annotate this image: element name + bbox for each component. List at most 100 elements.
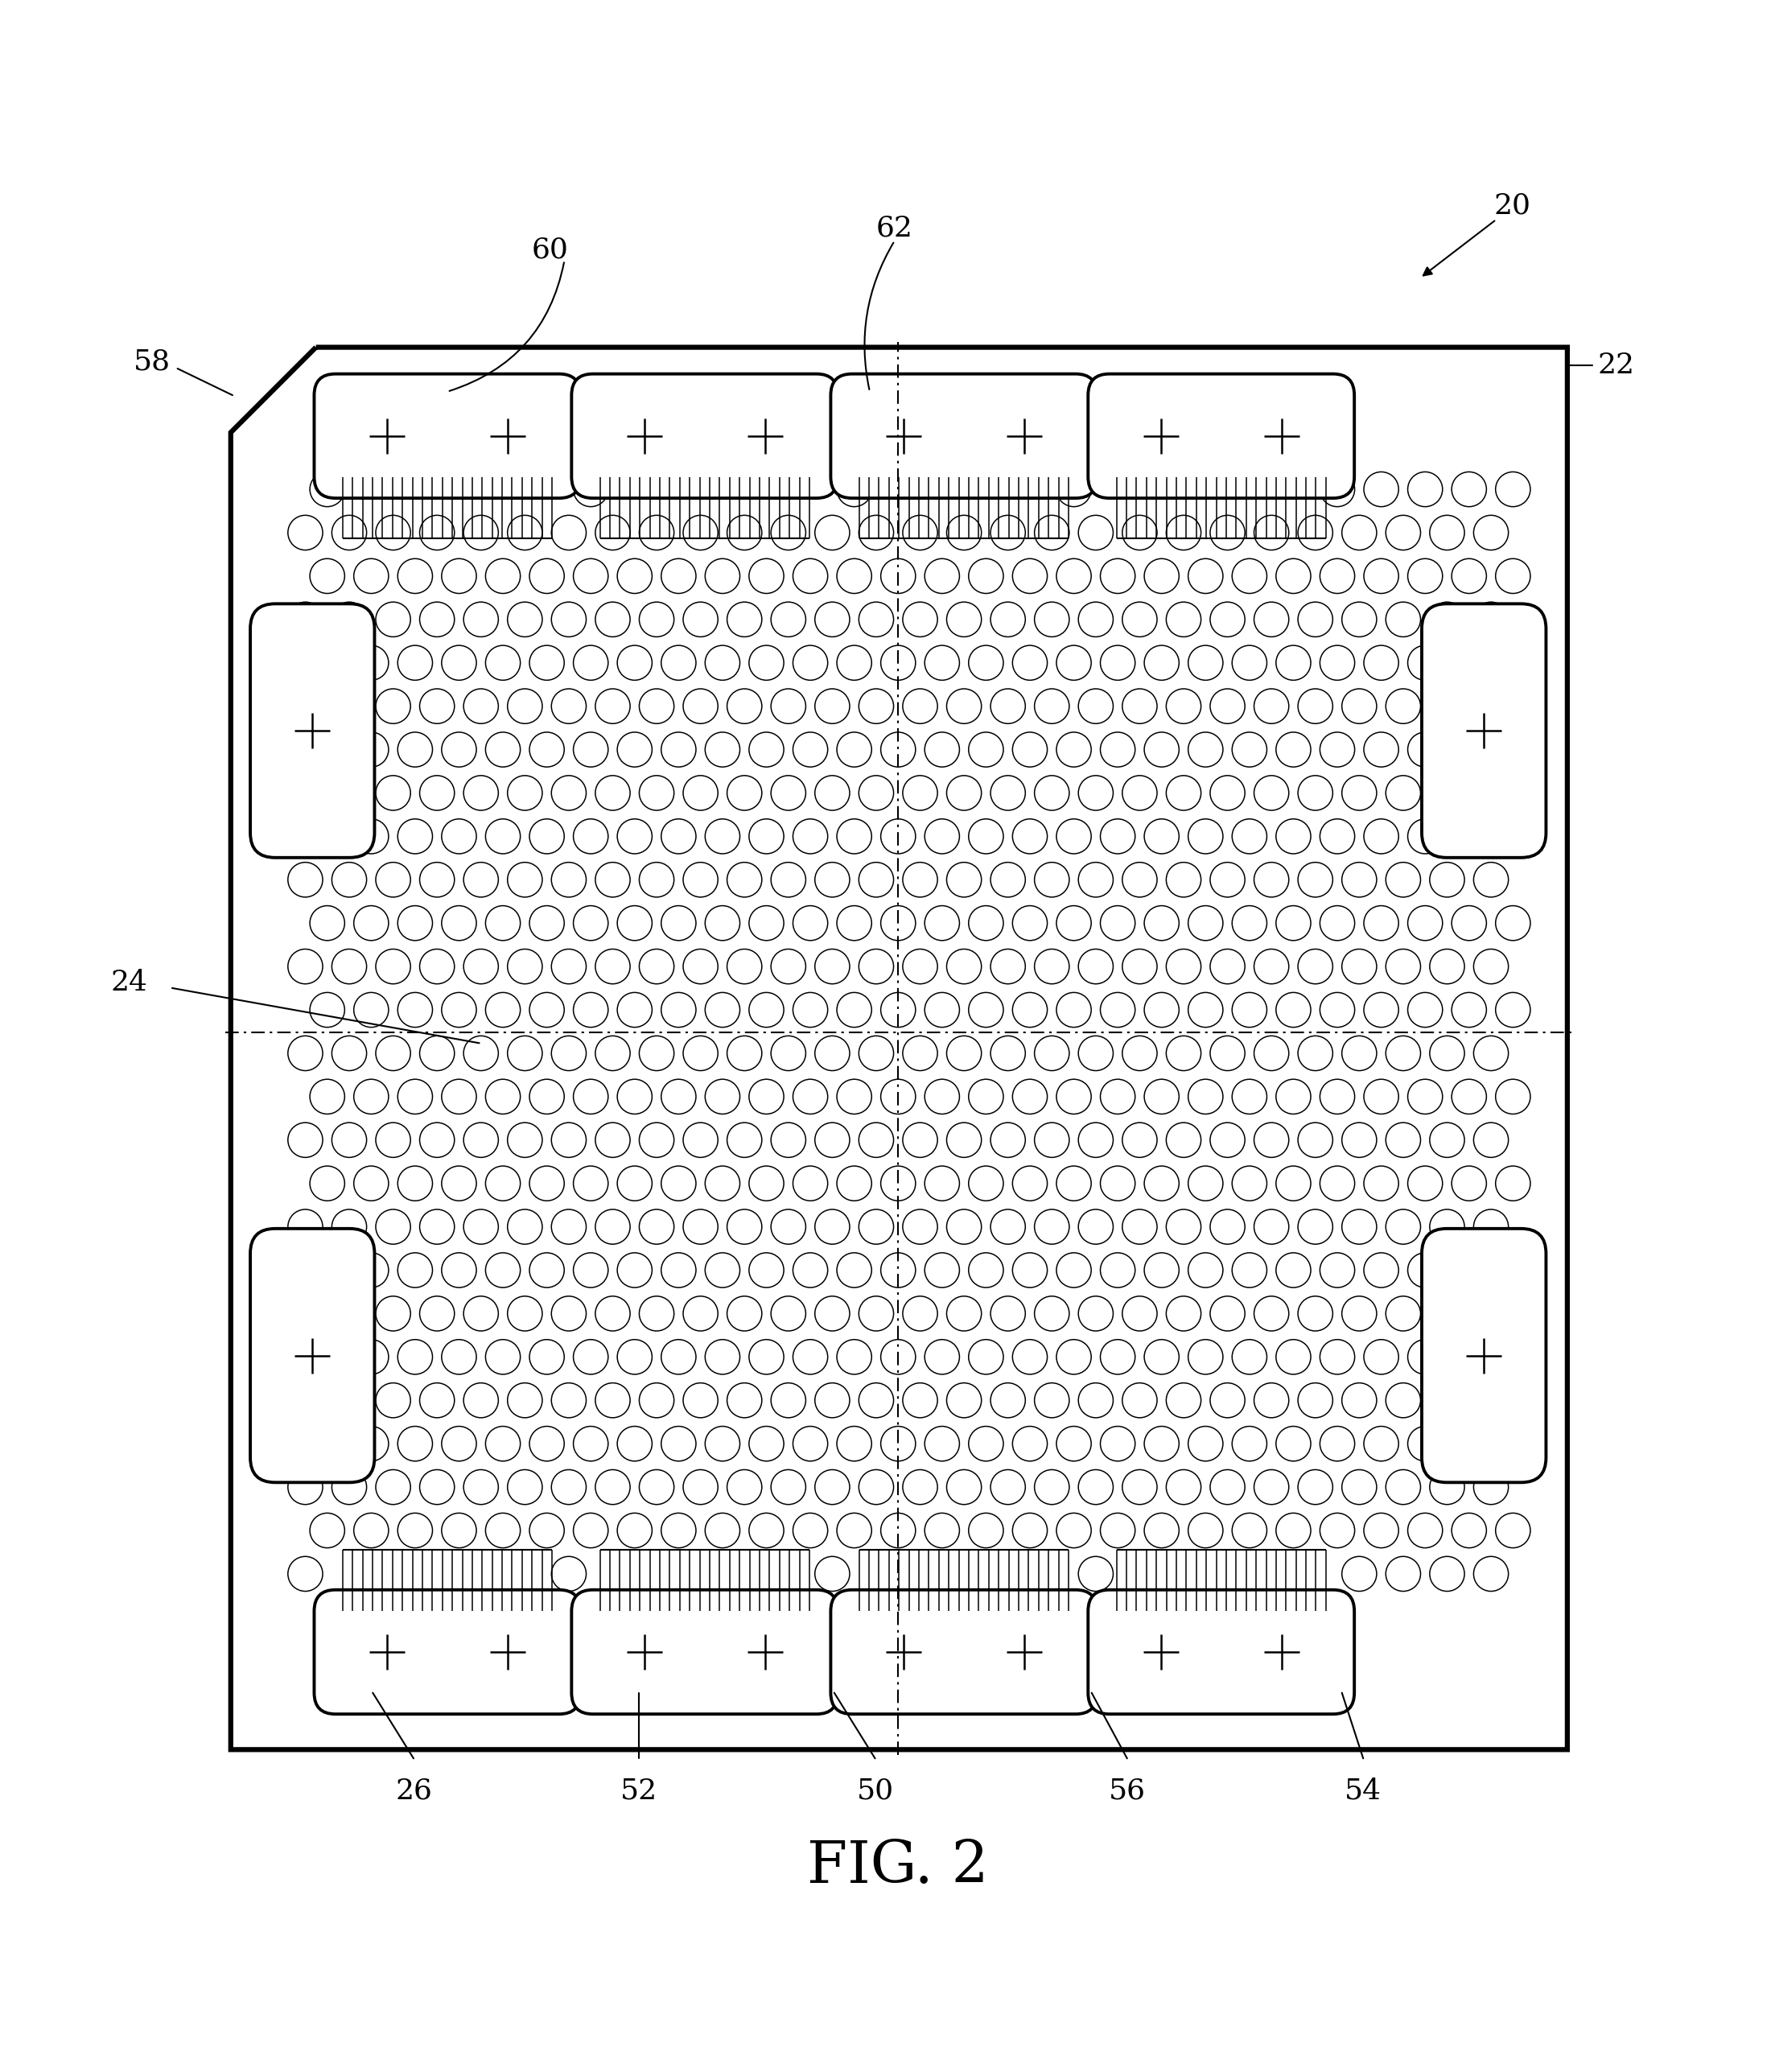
Circle shape [859,1036,893,1071]
Circle shape [660,731,696,767]
Circle shape [946,1123,982,1158]
Circle shape [353,644,389,680]
Circle shape [728,1469,761,1504]
FancyBboxPatch shape [250,603,375,858]
Circle shape [419,949,454,984]
Circle shape [793,1339,827,1374]
Circle shape [880,905,916,941]
Circle shape [442,644,476,680]
Circle shape [1056,818,1092,854]
Circle shape [749,818,785,854]
Circle shape [311,992,344,1028]
Circle shape [1298,688,1333,723]
Circle shape [463,603,499,636]
Circle shape [639,1036,674,1071]
Circle shape [1211,949,1244,984]
Circle shape [1122,516,1157,549]
Text: FIG. 2: FIG. 2 [808,1838,989,1896]
Circle shape [969,731,1003,767]
Circle shape [859,1297,893,1330]
Circle shape [529,1426,564,1461]
Circle shape [1012,818,1047,854]
Circle shape [1342,775,1377,810]
Circle shape [595,603,630,636]
Circle shape [705,559,740,593]
Circle shape [353,992,389,1028]
Circle shape [1429,1123,1464,1158]
Circle shape [728,1382,761,1417]
Circle shape [332,1123,367,1158]
Circle shape [398,1339,433,1374]
Circle shape [618,644,651,680]
Circle shape [660,1339,696,1374]
Circle shape [683,949,717,984]
Circle shape [1408,905,1443,941]
Circle shape [836,644,872,680]
Circle shape [398,559,433,593]
Circle shape [969,905,1003,941]
Circle shape [1298,1469,1333,1504]
Circle shape [1232,559,1267,593]
Circle shape [573,1167,609,1202]
Circle shape [859,1382,893,1417]
Circle shape [1166,1297,1202,1330]
Circle shape [1211,1297,1244,1330]
Circle shape [1408,1080,1443,1115]
Circle shape [618,1426,651,1461]
Circle shape [442,992,476,1028]
Circle shape [880,731,916,767]
Circle shape [1035,603,1069,636]
Circle shape [660,818,696,854]
Circle shape [1166,775,1202,810]
Circle shape [1035,1036,1069,1071]
Circle shape [815,516,850,549]
Circle shape [815,1469,850,1504]
Circle shape [749,1513,785,1548]
Circle shape [1342,1556,1377,1591]
Circle shape [925,1167,960,1202]
Circle shape [1298,949,1333,984]
Circle shape [1298,1036,1333,1071]
Text: 50: 50 [857,1776,893,1805]
Circle shape [639,1210,674,1243]
Circle shape [1429,516,1464,549]
Circle shape [529,644,564,680]
Circle shape [683,1297,717,1330]
Circle shape [1298,516,1333,549]
Circle shape [728,862,761,897]
Circle shape [859,1210,893,1243]
Circle shape [925,818,960,854]
Circle shape [1363,818,1399,854]
Circle shape [925,1426,960,1461]
Circle shape [836,1513,872,1548]
Circle shape [1363,1339,1399,1374]
Circle shape [618,992,651,1028]
Circle shape [1145,992,1179,1028]
Circle shape [353,905,389,941]
Circle shape [1145,1513,1179,1548]
Circle shape [946,1297,982,1330]
Circle shape [1079,1210,1113,1243]
Circle shape [529,1167,564,1202]
Circle shape [419,1297,454,1330]
Circle shape [705,905,740,941]
Circle shape [639,862,674,897]
Circle shape [1253,688,1289,723]
Circle shape [1232,731,1267,767]
Circle shape [639,1469,674,1504]
Circle shape [1363,1254,1399,1287]
Circle shape [749,1080,785,1115]
Circle shape [1012,731,1047,767]
Circle shape [1473,1123,1509,1158]
Circle shape [836,1426,872,1461]
Circle shape [1496,1167,1530,1202]
Circle shape [463,862,499,897]
Circle shape [1473,862,1509,897]
Circle shape [573,992,609,1028]
Circle shape [1012,992,1047,1028]
Circle shape [1342,949,1377,984]
Circle shape [770,1382,806,1417]
Circle shape [1187,905,1223,941]
Circle shape [1056,905,1092,941]
Circle shape [1211,1469,1244,1504]
